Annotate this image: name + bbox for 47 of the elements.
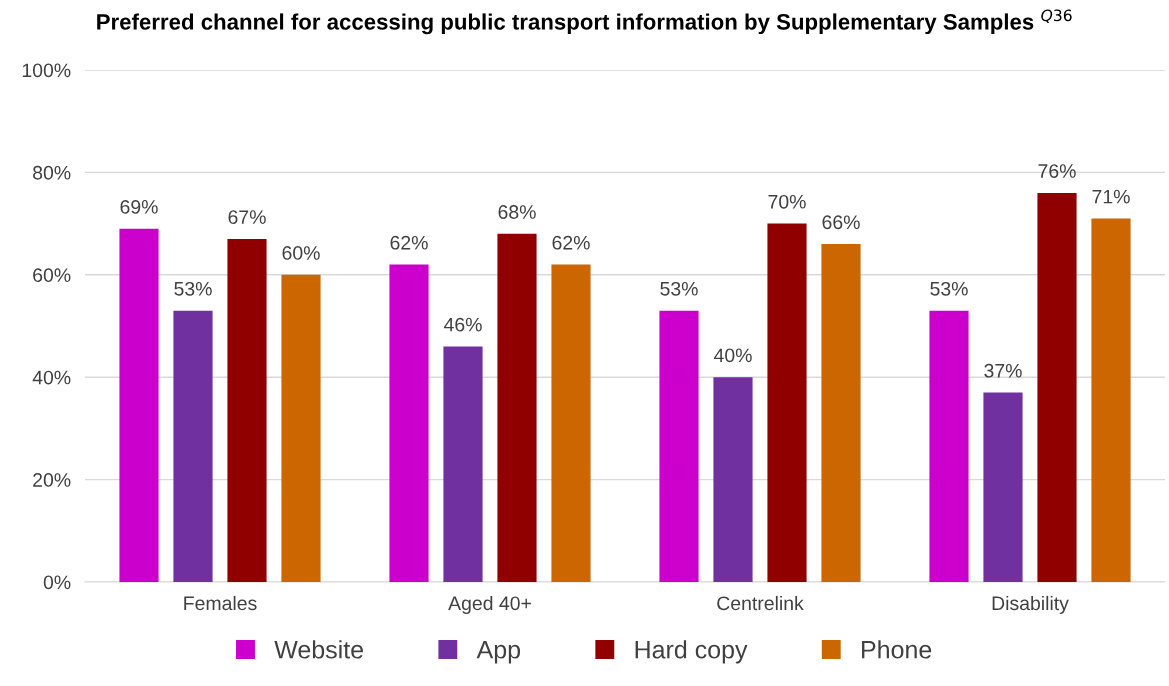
- legend-label: Hard copy: [635, 640, 748, 664]
- data-label: 53%: [930, 281, 968, 296]
- bar: [1037, 192, 1077, 582]
- legend-label: App: [476, 641, 521, 664]
- y-tick-label: 100%: [22, 63, 71, 78]
- bar: [443, 346, 483, 582]
- x-tick-label: Centrelink: [717, 595, 804, 611]
- data-label: 62%: [390, 235, 428, 250]
- data-label: 76%: [1038, 164, 1076, 178]
- y-tick-label: 80%: [33, 165, 71, 180]
- data-label: 66%: [822, 215, 860, 230]
- data-label: 46%: [443, 317, 482, 332]
- bar: [227, 238, 267, 582]
- x-tick-label: Aged 40+: [448, 595, 531, 615]
- bar: [1091, 218, 1131, 582]
- data-label: 40%: [713, 348, 752, 363]
- bar: [551, 264, 591, 582]
- bar: [983, 392, 1023, 582]
- legend-label: Website: [274, 640, 363, 659]
- data-label: 53%: [660, 281, 698, 296]
- data-label: 70%: [768, 194, 806, 209]
- bar: [659, 310, 699, 582]
- data-label: 71%: [1092, 189, 1130, 204]
- y-tick-label: 40%: [32, 370, 71, 385]
- data-label: 37%: [984, 363, 1022, 378]
- bar: [173, 310, 213, 582]
- data-label: 69%: [120, 200, 158, 214]
- y-tick-label: 60%: [33, 268, 71, 283]
- data-label: 60%: [282, 246, 320, 260]
- bar: [497, 233, 537, 582]
- data-label: 67%: [228, 210, 266, 225]
- bar: [281, 274, 321, 582]
- data-label: 68%: [498, 205, 536, 219]
- data-label: 53%: [174, 281, 212, 296]
- bar: [713, 377, 753, 582]
- bar: [821, 244, 861, 582]
- x-tick-label: Disability: [992, 595, 1069, 615]
- chart-title: Preferred channel for accessing public transport information by Supplementary Samples $^{Q36}$: [97, 9, 1072, 35]
- data-label: 62%: [552, 235, 590, 250]
- bar: [119, 228, 159, 582]
- bar: [767, 223, 807, 582]
- legend-label: Phone: [862, 640, 932, 659]
- bar: [929, 310, 969, 582]
- x-tick-label: Females: [184, 595, 257, 611]
- bar: [389, 264, 429, 582]
- y-tick-label: 0%: [43, 575, 71, 590]
- y-tick-label: 20%: [33, 473, 71, 487]
